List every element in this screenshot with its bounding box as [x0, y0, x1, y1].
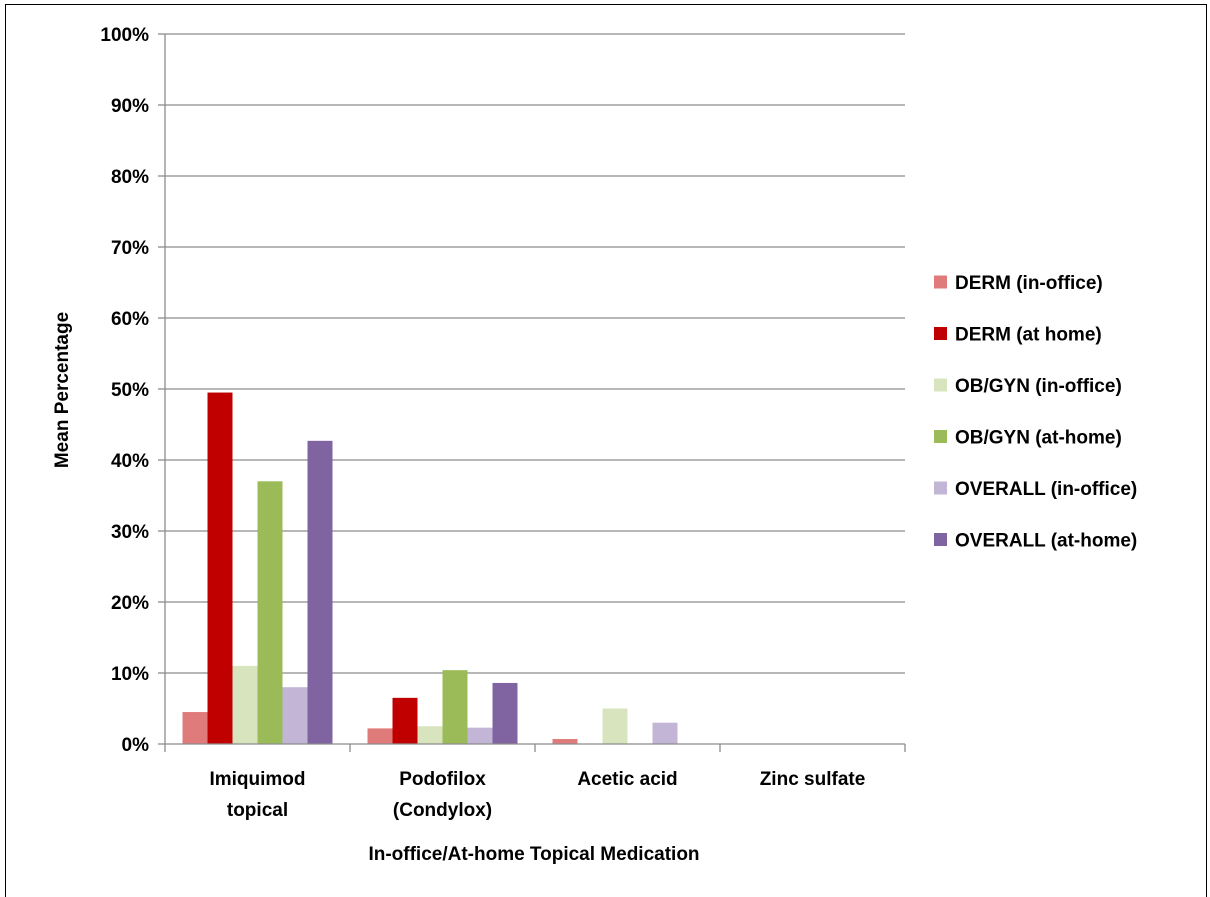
legend-swatch — [934, 378, 947, 392]
x-category-label: topical — [227, 800, 288, 821]
axes — [164, 34, 906, 752]
bar — [417, 726, 443, 744]
bar — [442, 670, 468, 744]
y-tick-label: 10% — [111, 664, 149, 685]
y-tick-label: 60% — [111, 309, 149, 330]
legend-label: OVERALL (in-office) — [955, 479, 1137, 500]
bar — [282, 687, 308, 744]
bars — [182, 392, 678, 744]
x-category-labels: Imiquimod topical Podofilox (Condylox) Aceti… — [209, 769, 865, 821]
y-tick-label: 20% — [111, 593, 149, 614]
x-category-label: Zinc sulfate — [760, 769, 866, 790]
legend-swatch — [934, 533, 947, 546]
y-tick-label: 80% — [111, 167, 149, 188]
y-tick-label: 40% — [111, 451, 149, 472]
y-tick-label: 0% — [122, 735, 150, 756]
legend-swatch — [934, 430, 947, 443]
bar — [182, 712, 208, 744]
legend-swatch — [934, 481, 947, 495]
x-category-label: Podofilox — [399, 769, 486, 790]
legend-label: OB/GYN (at-home) — [955, 428, 1122, 449]
legend-label: OVERALL (at-home) — [955, 531, 1137, 552]
y-tick-label: 30% — [111, 522, 149, 543]
y-tick-label: 100% — [100, 25, 149, 46]
bar — [257, 481, 283, 744]
y-tick-label: 50% — [111, 380, 149, 401]
x-category-label: Imiquimod — [209, 769, 305, 790]
bar — [602, 708, 628, 744]
legend-swatch — [934, 275, 947, 289]
bar — [307, 440, 333, 744]
x-category-label: Acetic acid — [577, 769, 677, 790]
bar — [467, 727, 493, 744]
y-tick-label: 90% — [111, 96, 149, 117]
bar — [552, 739, 578, 744]
y-axis-title: Mean Percentage — [52, 312, 73, 468]
bar — [652, 722, 678, 744]
x-axis-title: In-office/At-home Topical Medication — [368, 844, 699, 865]
bar — [207, 392, 233, 744]
y-tick-labels: 0% 10% 20% 30% 40% 50% 60% 70% 80% 90% 100% — [100, 25, 149, 756]
legend: DERM (in-office) DERM (at home) OB/GYN (in… — [934, 273, 1137, 552]
bar — [392, 697, 418, 744]
x-category-label: (Condylox) — [393, 800, 492, 821]
gridlines — [158, 33, 905, 745]
bar — [367, 728, 393, 744]
chart-frame — [5, 4, 1207, 897]
legend-label: OB/GYN (in-office) — [955, 376, 1122, 397]
legend-label: DERM (in-office) — [955, 273, 1103, 294]
legend-swatch — [934, 327, 947, 340]
y-tick-label: 70% — [111, 238, 149, 259]
bar — [232, 665, 258, 744]
legend-label: DERM (at home) — [955, 325, 1102, 346]
bar — [492, 682, 518, 744]
